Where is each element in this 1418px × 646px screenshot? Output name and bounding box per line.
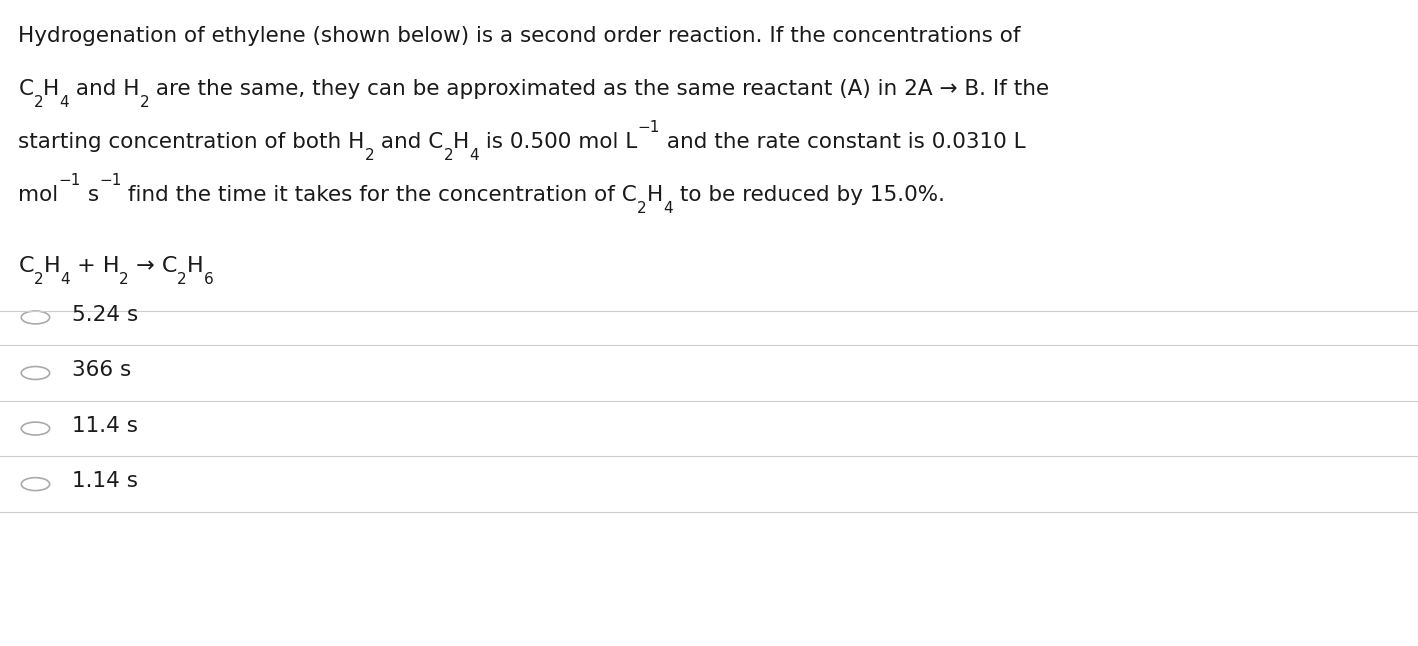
Text: H: H — [454, 132, 469, 152]
Text: 2: 2 — [119, 272, 129, 287]
Text: and C: and C — [374, 132, 444, 152]
Text: and the rate constant is 0.0310 L: and the rate constant is 0.0310 L — [659, 132, 1025, 152]
Text: 4: 4 — [469, 147, 479, 163]
Text: s: s — [81, 185, 99, 205]
Text: 4: 4 — [60, 272, 69, 287]
Text: mol: mol — [18, 185, 58, 205]
Text: 5.24 s: 5.24 s — [72, 305, 139, 325]
Text: C: C — [18, 256, 34, 276]
Text: −1: −1 — [99, 172, 122, 188]
Text: are the same, they can be approximated as the same reactant (A) in 2A → B. If th: are the same, they can be approximated a… — [149, 79, 1049, 99]
Text: 2: 2 — [637, 200, 647, 216]
Text: is 0.500 mol L: is 0.500 mol L — [479, 132, 638, 152]
Text: 11.4 s: 11.4 s — [72, 416, 139, 436]
Text: 6: 6 — [204, 272, 213, 287]
Text: and H: and H — [69, 79, 139, 99]
Text: H: H — [44, 256, 60, 276]
Text: C: C — [18, 79, 34, 99]
Text: Hydrogenation of ethylene (shown below) is a second order reaction. If the conce: Hydrogenation of ethylene (shown below) … — [18, 26, 1021, 46]
Text: 4: 4 — [664, 200, 672, 216]
Text: −1: −1 — [638, 120, 659, 135]
Text: 2: 2 — [177, 272, 187, 287]
Text: 2: 2 — [139, 94, 149, 110]
Text: 2: 2 — [364, 147, 374, 163]
Text: H: H — [43, 79, 60, 99]
Text: to be reduced by 15.0%.: to be reduced by 15.0%. — [672, 185, 944, 205]
Text: −1: −1 — [58, 172, 81, 188]
Text: → C: → C — [129, 256, 177, 276]
Text: 2: 2 — [34, 272, 44, 287]
Text: 1.14 s: 1.14 s — [72, 472, 139, 492]
Text: H: H — [647, 185, 664, 205]
Text: 4: 4 — [60, 94, 69, 110]
Text: find the time it takes for the concentration of C: find the time it takes for the concentra… — [122, 185, 637, 205]
Text: H: H — [187, 256, 204, 276]
Text: 366 s: 366 s — [72, 360, 132, 380]
Text: 2: 2 — [34, 94, 43, 110]
Text: 2: 2 — [444, 147, 454, 163]
Text: + H: + H — [69, 256, 119, 276]
Text: starting concentration of both H: starting concentration of both H — [18, 132, 364, 152]
